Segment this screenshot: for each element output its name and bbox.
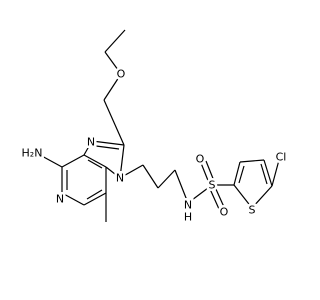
atom-label: S	[209, 179, 216, 192]
atom-label: N	[56, 193, 64, 206]
atom-label: H	[184, 211, 192, 224]
atom-label: S	[249, 204, 256, 217]
atom-label: H₂N	[22, 147, 43, 160]
atom-label: N	[87, 136, 95, 149]
molecule-diagram: H₂N N N N O N H S O O S Cl	[19, 29, 289, 226]
atom-label: N	[184, 199, 192, 212]
bonds	[39, 29, 280, 222]
atom-labels: H₂N N N N O N H S O O S Cl	[19, 65, 289, 226]
atom-label: O	[117, 68, 126, 81]
atom-label: O	[220, 206, 229, 219]
atom-label: O	[196, 153, 205, 166]
atom-label: Cl	[276, 151, 287, 164]
atom-label: N	[116, 172, 124, 185]
